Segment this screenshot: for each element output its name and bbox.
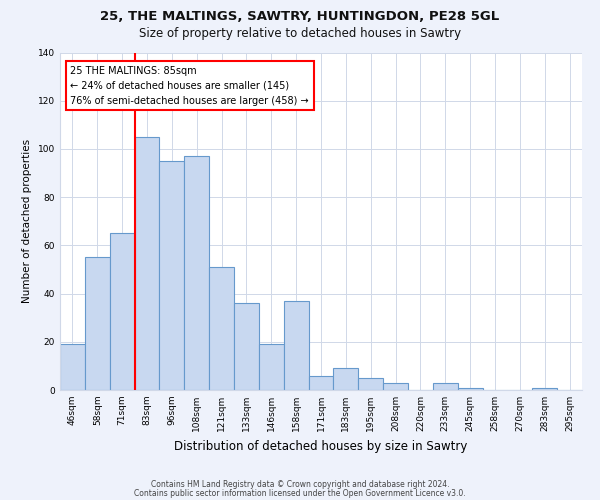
Bar (358, 378, 383, 390)
Text: 25 THE MALTINGS: 85sqm
← 24% of detached houses are smaller (145)
76% of semi-de: 25 THE MALTINGS: 85sqm ← 24% of detached… (70, 66, 309, 106)
Bar (433, 383, 458, 390)
Bar (110, 234, 134, 390)
Text: Size of property relative to detached houses in Sawtry: Size of property relative to detached ho… (139, 28, 461, 40)
Bar (234, 303, 259, 390)
Bar (308, 376, 334, 390)
Bar (284, 301, 308, 390)
Bar (184, 156, 209, 390)
Bar (134, 137, 160, 390)
Text: 25, THE MALTINGS, SAWTRY, HUNTINGDON, PE28 5GL: 25, THE MALTINGS, SAWTRY, HUNTINGDON, PE… (100, 10, 500, 23)
Bar (259, 344, 284, 390)
Bar (383, 383, 408, 390)
Text: Contains public sector information licensed under the Open Government Licence v3: Contains public sector information licen… (134, 489, 466, 498)
Bar (160, 161, 184, 390)
Bar (209, 267, 234, 390)
Bar (458, 388, 482, 390)
Text: Contains HM Land Registry data © Crown copyright and database right 2024.: Contains HM Land Registry data © Crown c… (151, 480, 449, 489)
X-axis label: Distribution of detached houses by size in Sawtry: Distribution of detached houses by size … (175, 440, 467, 452)
Bar (60, 344, 85, 390)
Y-axis label: Number of detached properties: Number of detached properties (22, 139, 32, 304)
Bar (334, 368, 358, 390)
Bar (532, 388, 557, 390)
Bar (85, 258, 110, 390)
